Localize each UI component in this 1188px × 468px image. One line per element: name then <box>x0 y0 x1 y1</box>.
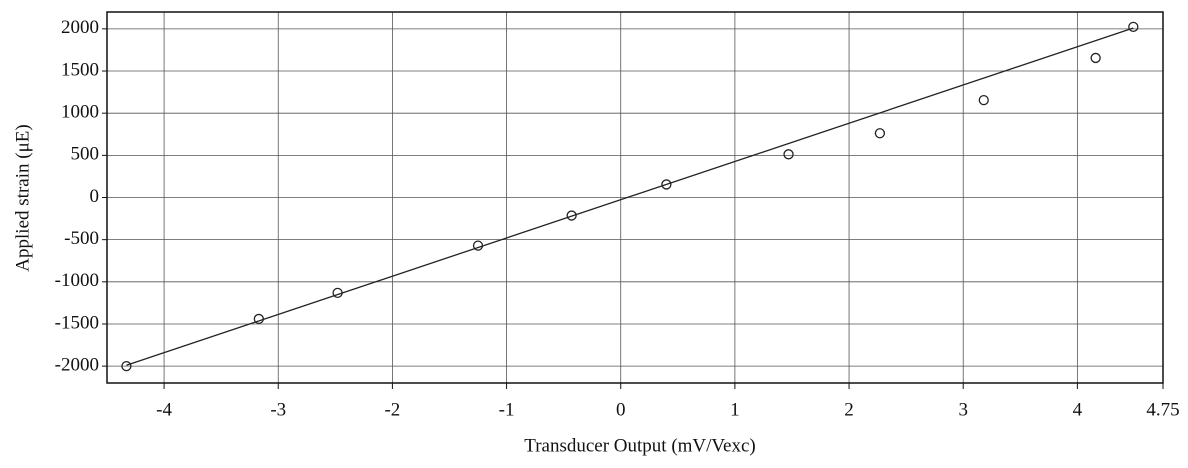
chart: Transducer Output (mV/Vexc) Applied stra… <box>0 0 1188 468</box>
y-axis-label: Applied strain (μE) <box>12 124 33 271</box>
data-point <box>784 150 793 159</box>
x-tick-label: -4 <box>156 399 172 420</box>
y-tick-label: -1000 <box>55 270 99 291</box>
x-tick-label: 2 <box>844 399 854 420</box>
y-tick-label: 1000 <box>61 102 99 123</box>
y-tick-label: 0 <box>90 186 100 207</box>
x-axis-label: Transducer Output (mV/Vexc) <box>524 435 755 456</box>
x-tick-label: 1 <box>730 399 740 420</box>
data-point <box>875 129 884 138</box>
y-tick-label: -2000 <box>55 354 99 375</box>
x-tick-label: 0 <box>616 399 626 420</box>
y-tick-label: 2000 <box>61 17 99 38</box>
fit-line <box>126 28 1133 365</box>
x-tick-label: -2 <box>384 399 400 420</box>
x-tick-label: 4.75 <box>1146 399 1179 420</box>
x-tick-label: -1 <box>499 399 515 420</box>
y-tick-label: 500 <box>71 144 100 165</box>
y-tick-label: 1500 <box>61 59 99 80</box>
data-point <box>979 96 988 105</box>
x-tick-label: 4 <box>1073 399 1083 420</box>
data-point <box>1091 53 1100 62</box>
y-tick-label: -1500 <box>55 312 99 333</box>
x-tick-label: -3 <box>270 399 286 420</box>
y-tick-label: -500 <box>64 228 99 249</box>
x-tick-label: 3 <box>958 399 968 420</box>
data-point <box>1129 22 1138 31</box>
